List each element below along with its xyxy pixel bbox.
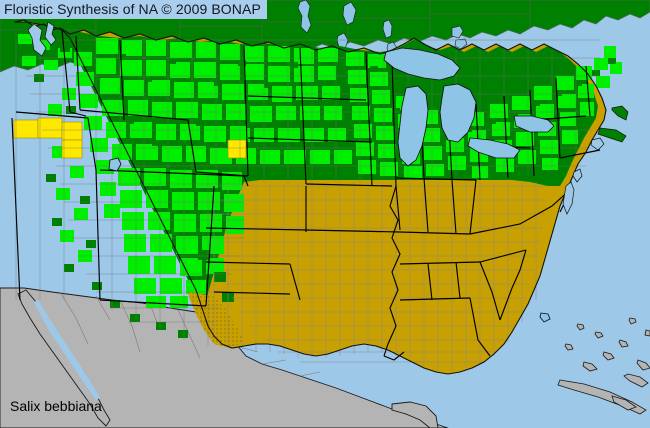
lake-michigan bbox=[397, 85, 429, 167]
region-caribbean-islands bbox=[557, 317, 650, 415]
rare-county-oregon-c bbox=[61, 121, 83, 141]
rare-county-nebraska bbox=[227, 139, 247, 159]
county-lines-south bbox=[200, 182, 548, 372]
lake-erie bbox=[467, 137, 521, 159]
state-boundary-lines bbox=[11, 29, 601, 361]
great-salt-lake bbox=[108, 157, 122, 172]
lake-huron bbox=[439, 83, 477, 143]
rare-county-oregon-a bbox=[13, 119, 39, 139]
northeast-capes bbox=[597, 105, 629, 143]
species-name-label: Salix bebbiana bbox=[10, 398, 102, 414]
map-title-plate: Floristic Synthesis of NA © 2009 BONAP bbox=[0, 0, 267, 19]
atlantic-bays bbox=[562, 137, 605, 215]
lake-ontario bbox=[513, 115, 555, 133]
rare-county-oregon-b bbox=[37, 117, 63, 139]
rare-county-oregon-d bbox=[61, 139, 83, 159]
pacific-northwest-inlets bbox=[27, 21, 57, 57]
lake-superior bbox=[383, 47, 461, 81]
gulf-of-california bbox=[34, 300, 100, 400]
canada-lakes bbox=[297, 0, 468, 57]
region-yucatan bbox=[391, 401, 439, 428]
lake-okeechobee bbox=[539, 312, 551, 323]
great-lakes bbox=[108, 47, 555, 323]
conus-coastline bbox=[13, 19, 607, 375]
rare-counties-yellow bbox=[13, 117, 247, 159]
